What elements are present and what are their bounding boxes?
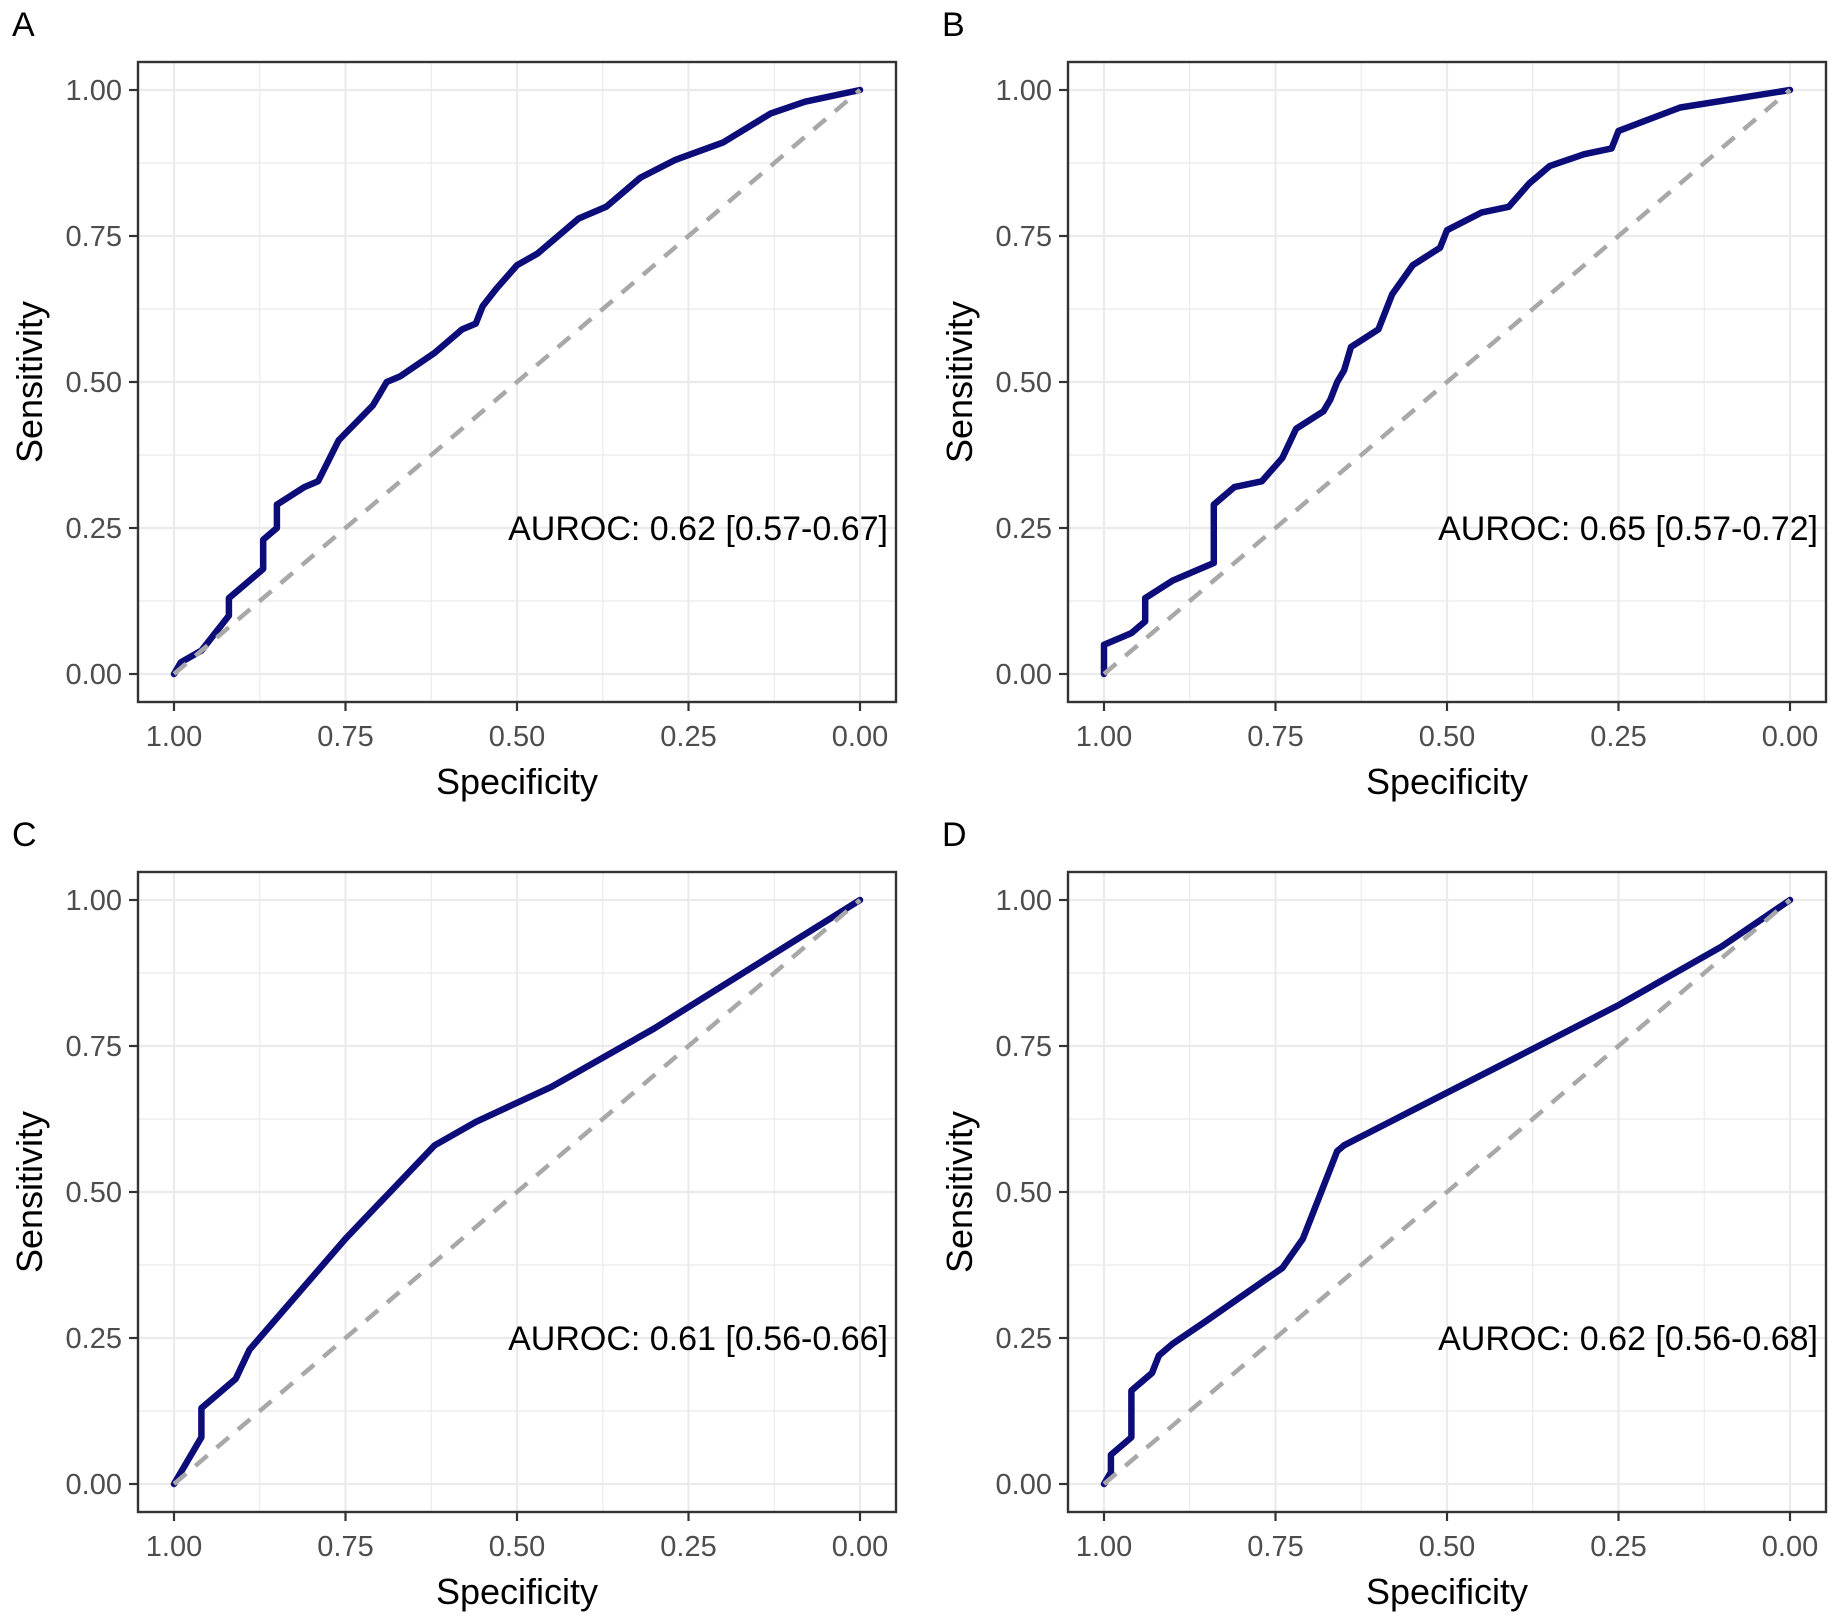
- roc-curve-line: [1100, 86, 1794, 678]
- x-tick-label: 0.75: [317, 721, 373, 753]
- x-tick-label: 1.00: [1076, 1531, 1132, 1563]
- x-tick-label: 0.25: [660, 721, 716, 753]
- auroc-annotation: AUROC: 0.61 [0.56-0.66]: [508, 1320, 888, 1358]
- x-axis-title: Specificity: [1366, 1571, 1528, 1612]
- reference-diagonal-line: [1102, 88, 1792, 676]
- y-tick-label: 1.00: [66, 885, 122, 917]
- x-tick-label: 0.25: [1590, 1531, 1646, 1563]
- panel-c: C 0.00 0.25 0.50 0.75 1.00 1.00 0.75 0.50 0.25 0.0…: [0, 810, 930, 1620]
- auroc-annotation: AUROC: 0.62 [0.57-0.67]: [508, 510, 888, 548]
- x-tick-label: 1.00: [146, 721, 202, 753]
- chart-svg: A 0.00 0.25 0.50 0.75 1.00 1.00 0.75 0.50 0.25 0.0…: [9, 6, 898, 802]
- panel-b: B 0.00 0.25 0.50 0.75 1.00 1.00 0.75 0.50 0.25 0.0…: [930, 0, 1831, 810]
- reference-diagonal-line: [172, 898, 862, 1486]
- y-axis-title: Sensitivity: [939, 1111, 980, 1273]
- y-tick-label: 0.50: [996, 1177, 1052, 1209]
- panel-letter: B: [942, 6, 965, 44]
- roc-curve-line: [1100, 896, 1794, 1488]
- x-tick-label: 0.25: [660, 1531, 716, 1563]
- grid: [138, 872, 896, 1512]
- x-tick-label: 0.00: [1762, 1531, 1818, 1563]
- x-tick-label: 0.50: [1419, 1531, 1475, 1563]
- x-axis-title: Specificity: [436, 761, 598, 802]
- x-tick-label: 0.75: [1247, 1531, 1303, 1563]
- panel-a: A 0.00 0.25 0.50 0.75 1.00 1.00 0.75 0.50 0.25 0.0…: [0, 0, 930, 810]
- y-tick-label: 0.25: [66, 1323, 122, 1355]
- y-tick-label: 0.75: [996, 221, 1052, 253]
- y-tick-label: 0.25: [996, 513, 1052, 545]
- x-tick-label: 0.75: [317, 1531, 373, 1563]
- x-tick-label: 0.75: [1247, 721, 1303, 753]
- y-tick-label: 0.75: [996, 1031, 1052, 1063]
- x-axis-title: Specificity: [1366, 761, 1528, 802]
- grid: [1068, 62, 1826, 702]
- y-axis-title: Sensitivity: [939, 301, 980, 463]
- chart-svg: D 0.00 0.25 0.50 0.75 1.00 1.00 0.75 0.50 0.25 0.0…: [939, 816, 1828, 1612]
- reference-diagonal-line: [1102, 898, 1792, 1486]
- x-tick-label: 0.50: [489, 1531, 545, 1563]
- y-tick-label: 0.00: [66, 659, 122, 691]
- panel-letter: A: [12, 6, 35, 44]
- y-tick-label: 0.00: [66, 1469, 122, 1501]
- panel-d: D 0.00 0.25 0.50 0.75 1.00 1.00 0.75 0.50 0.25 0.0…: [930, 810, 1831, 1620]
- reference-diagonal-line: [172, 88, 862, 676]
- x-tick-label: 1.00: [1076, 721, 1132, 753]
- x-tick-label: 0.00: [832, 1531, 888, 1563]
- y-tick-label: 1.00: [996, 75, 1052, 107]
- x-tick-label: 0.00: [1762, 721, 1818, 753]
- chart-svg: B 0.00 0.25 0.50 0.75 1.00 1.00 0.75 0.50 0.25 0.0…: [939, 6, 1828, 802]
- y-tick-label: 0.75: [66, 1031, 122, 1063]
- grid: [138, 62, 896, 702]
- y-tick-label: 0.25: [66, 513, 122, 545]
- y-tick-label: 0.50: [996, 367, 1052, 399]
- y-tick-label: 0.50: [66, 1177, 122, 1209]
- x-tick-label: 0.50: [1419, 721, 1475, 753]
- x-tick-label: 0.50: [489, 721, 545, 753]
- auroc-annotation: AUROC: 0.65 [0.57-0.72]: [1438, 510, 1818, 548]
- y-tick-label: 0.75: [66, 221, 122, 253]
- x-axis-title: Specificity: [436, 1571, 598, 1612]
- roc-curve-line: [170, 86, 864, 678]
- panel-letter: D: [942, 816, 967, 854]
- x-tick-label: 1.00: [146, 1531, 202, 1563]
- y-tick-label: 0.25: [996, 1323, 1052, 1355]
- y-tick-label: 0.00: [996, 659, 1052, 691]
- chart-svg: C 0.00 0.25 0.50 0.75 1.00 1.00 0.75 0.50 0.25 0.0…: [9, 816, 898, 1612]
- grid: [1068, 872, 1826, 1512]
- panel-letter: C: [12, 816, 37, 854]
- auroc-annotation: AUROC: 0.62 [0.56-0.68]: [1438, 1320, 1818, 1358]
- y-axis-title: Sensitivity: [9, 1111, 50, 1273]
- x-tick-label: 0.25: [1590, 721, 1646, 753]
- y-tick-label: 1.00: [996, 885, 1052, 917]
- y-tick-label: 0.50: [66, 367, 122, 399]
- y-axis-title: Sensitivity: [9, 301, 50, 463]
- y-tick-label: 1.00: [66, 75, 122, 107]
- roc-curve-line: [170, 896, 864, 1488]
- y-tick-label: 0.00: [996, 1469, 1052, 1501]
- x-tick-label: 0.00: [832, 721, 888, 753]
